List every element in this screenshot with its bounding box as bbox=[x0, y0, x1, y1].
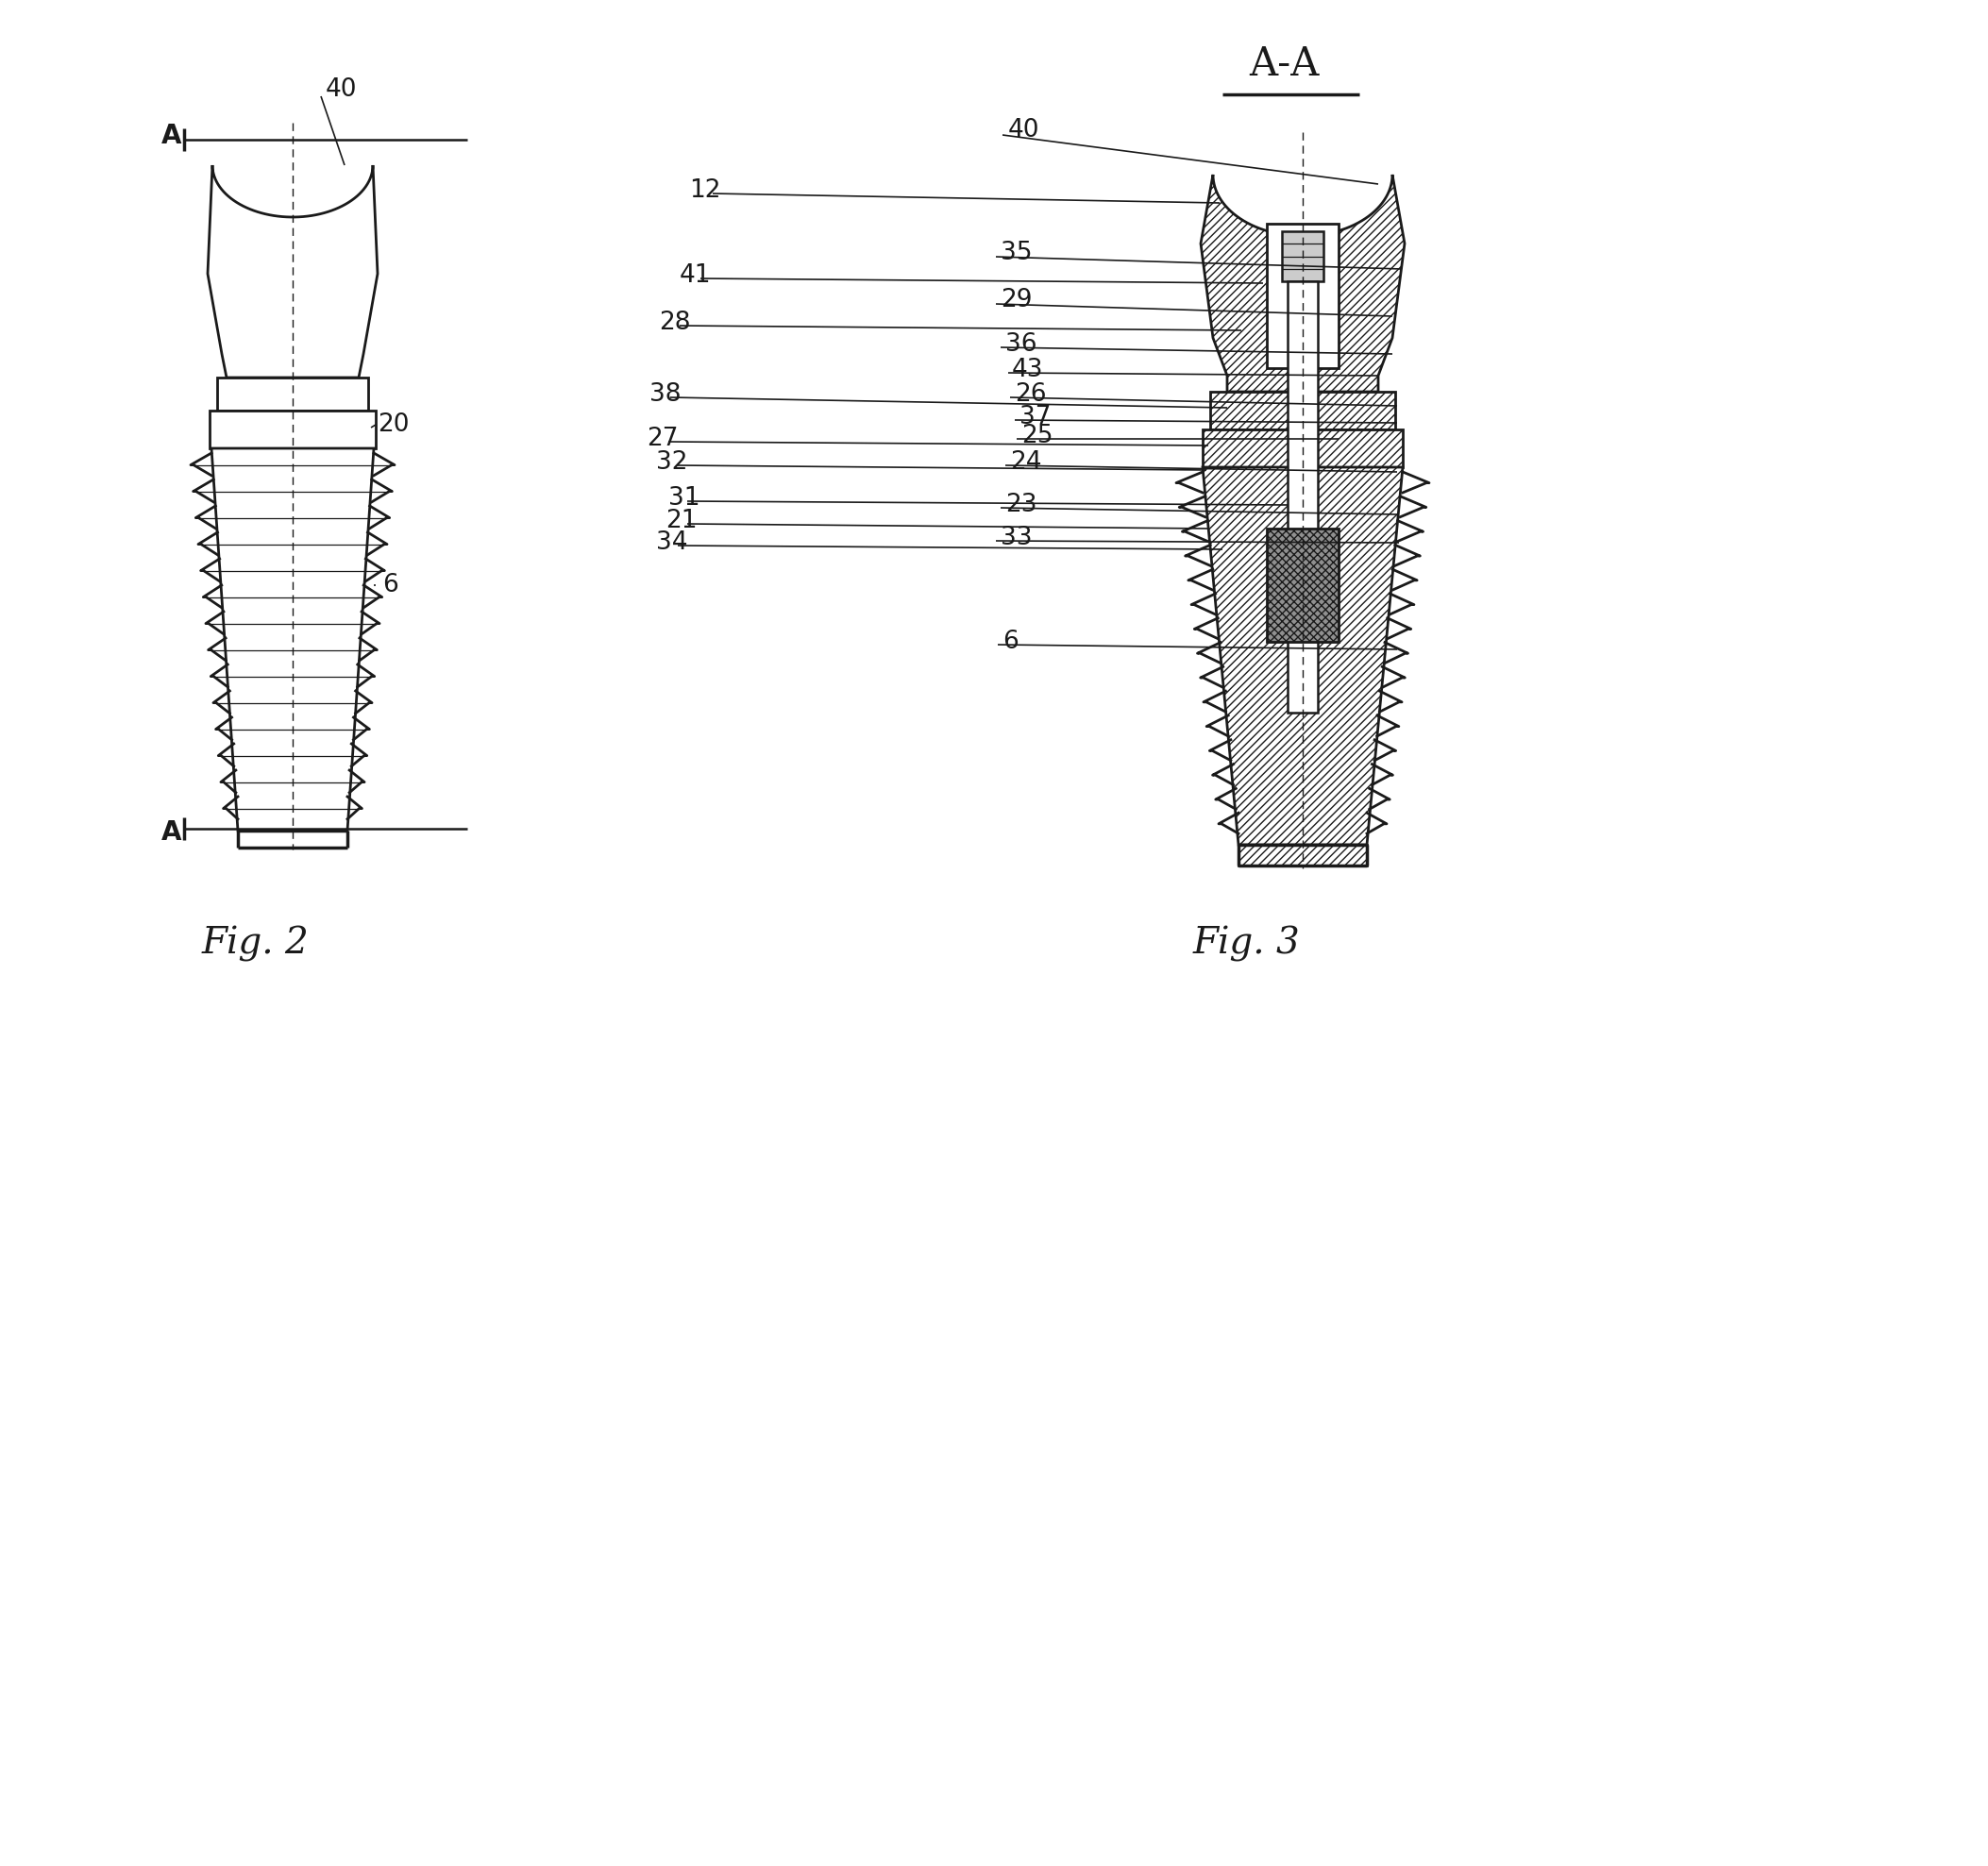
Text: A-A: A-A bbox=[1248, 45, 1318, 84]
Polygon shape bbox=[1266, 528, 1338, 642]
Text: 38: 38 bbox=[650, 383, 682, 407]
Text: 21: 21 bbox=[666, 509, 698, 534]
Text: 36: 36 bbox=[1006, 332, 1038, 356]
Text: 34: 34 bbox=[656, 530, 688, 554]
Text: 40: 40 bbox=[1008, 118, 1040, 142]
Text: 20: 20 bbox=[378, 412, 410, 437]
Polygon shape bbox=[1203, 466, 1404, 845]
Text: 32: 32 bbox=[656, 450, 688, 474]
Text: 35: 35 bbox=[1000, 241, 1032, 265]
Text: Fig. 3: Fig. 3 bbox=[1193, 926, 1300, 961]
Polygon shape bbox=[1203, 429, 1404, 466]
Polygon shape bbox=[1288, 282, 1318, 713]
Text: 12: 12 bbox=[690, 179, 722, 203]
Polygon shape bbox=[207, 166, 378, 377]
Text: 6: 6 bbox=[382, 573, 398, 597]
Text: A: A bbox=[161, 819, 181, 845]
Text: 6: 6 bbox=[1002, 629, 1018, 655]
Text: 33: 33 bbox=[1000, 526, 1032, 550]
Text: 24: 24 bbox=[1010, 450, 1042, 474]
Polygon shape bbox=[209, 411, 376, 448]
Text: 27: 27 bbox=[646, 427, 678, 452]
Text: A: A bbox=[161, 123, 181, 149]
Polygon shape bbox=[1201, 175, 1406, 392]
Polygon shape bbox=[1211, 392, 1396, 429]
Text: 28: 28 bbox=[658, 310, 690, 336]
Text: 40: 40 bbox=[326, 77, 358, 103]
Text: Fig. 2: Fig. 2 bbox=[201, 926, 308, 961]
Text: 25: 25 bbox=[1022, 424, 1054, 448]
Polygon shape bbox=[1239, 845, 1368, 866]
Text: 29: 29 bbox=[1000, 287, 1032, 312]
Polygon shape bbox=[1282, 231, 1324, 282]
Text: 31: 31 bbox=[668, 485, 700, 511]
Polygon shape bbox=[211, 448, 374, 830]
Text: 43: 43 bbox=[1012, 358, 1044, 383]
Polygon shape bbox=[217, 377, 368, 411]
Polygon shape bbox=[1266, 224, 1338, 368]
Text: 37: 37 bbox=[1020, 405, 1052, 429]
Text: 26: 26 bbox=[1014, 383, 1046, 407]
Text: 41: 41 bbox=[680, 263, 712, 287]
Text: 23: 23 bbox=[1006, 493, 1038, 517]
